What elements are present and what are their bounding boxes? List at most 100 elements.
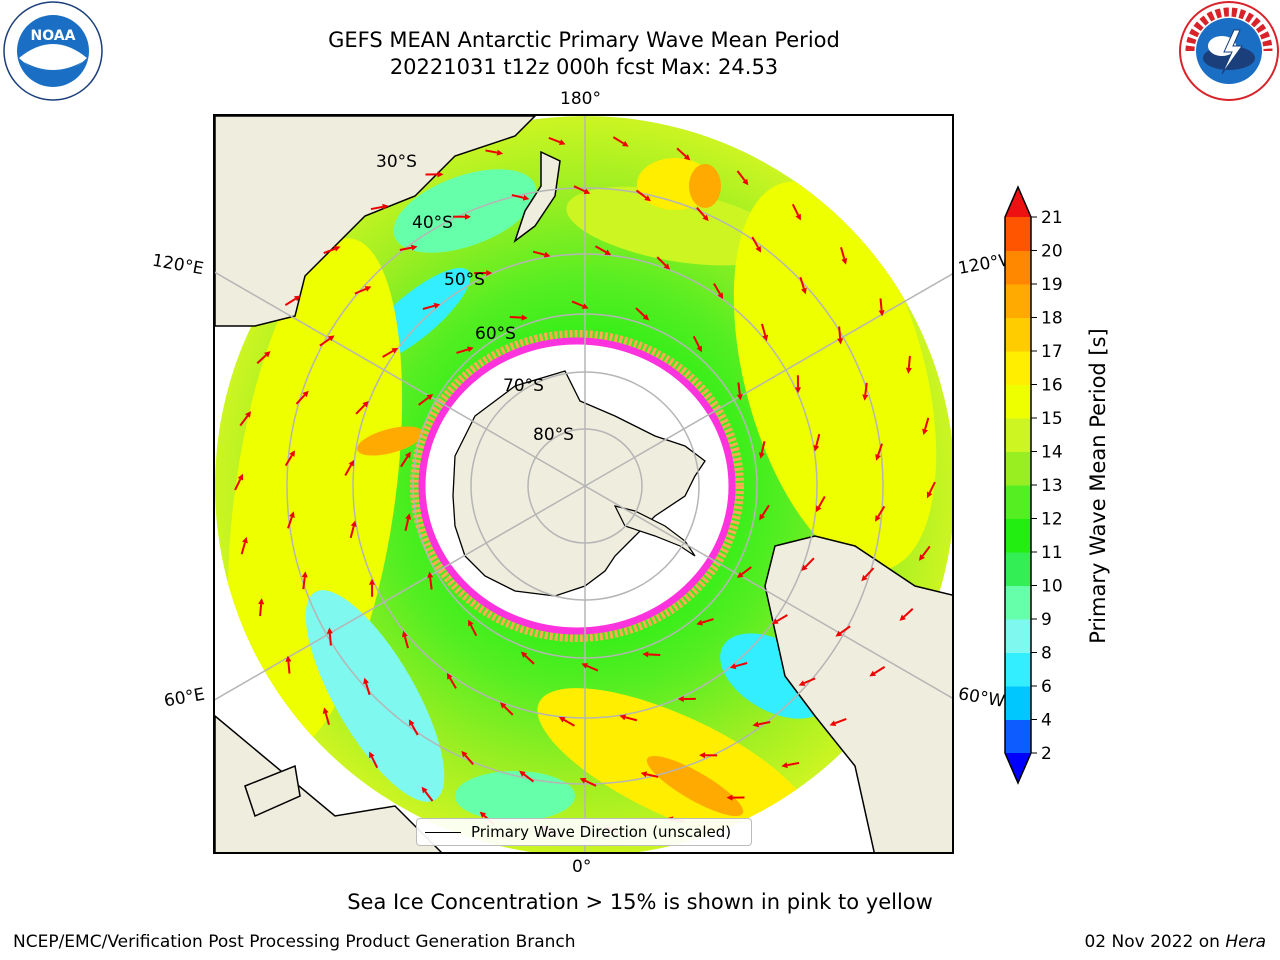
colorbar-tick-label: 6 — [1041, 677, 1052, 697]
land-madagascar — [244, 764, 301, 818]
wave-arrow-shaft — [701, 618, 714, 624]
colorbar-band — [1005, 485, 1031, 519]
wave-arrow-shaft — [523, 773, 535, 783]
colorbar-band — [1005, 619, 1031, 653]
wave-arrow-shaft — [573, 185, 586, 193]
wave-arrow-shaft — [284, 297, 297, 306]
wave-arrow-shaft — [511, 194, 524, 199]
colorbar-band — [1005, 250, 1031, 285]
lat-label-40s: 40°S — [412, 213, 453, 233]
colorbar-tick-label: 14 — [1041, 443, 1063, 463]
lat-label-70s: 70°S — [503, 376, 544, 396]
wave-arrow-shaft — [696, 206, 706, 218]
wave-arrow-head — [862, 394, 869, 401]
colorbar-band — [1005, 217, 1031, 251]
wave-arrow-shaft — [295, 394, 306, 405]
wave-arrow-head — [742, 178, 749, 186]
wave-arrow-shaft — [735, 662, 748, 668]
wave-arrow-head — [798, 680, 806, 686]
wave-arrow-head — [918, 554, 925, 561]
wave-arrow-shaft — [815, 433, 821, 446]
wave-arrow-head — [771, 618, 779, 625]
colorbar-tick-label: 8 — [1041, 644, 1052, 664]
wave-arrow-shaft — [563, 718, 575, 727]
wave-arrow-head — [521, 314, 528, 321]
wave-arrow-shaft — [921, 545, 931, 557]
colorbar-label: Primary Wave Mean Period [s] — [1086, 328, 1110, 644]
wave-arrow-head — [905, 367, 912, 374]
wave-arrow-head — [579, 778, 587, 784]
wave-arrow-shaft — [532, 250, 545, 256]
wave-arrow-head — [642, 651, 649, 658]
wave-arrow-shaft — [404, 518, 410, 531]
wave-arrow-shaft — [344, 464, 353, 476]
wave-arrow-shaft — [324, 712, 330, 725]
wave-arrow-shaft — [349, 526, 355, 539]
wave-arrow-head — [245, 411, 252, 418]
wave-arrow-shaft — [595, 245, 607, 254]
wave-arrow-head — [878, 310, 885, 317]
lon-label-60e: 60°E — [162, 684, 207, 712]
chart-subtitle: 20221031 t12z 000h fcst Max: 24.53 — [389, 55, 779, 79]
colorbar-tick-label: 19 — [1041, 275, 1063, 295]
wave-arrow-shaft — [924, 417, 930, 430]
colorbar-tick-label: 12 — [1041, 510, 1063, 530]
wave-arrow-shaft — [284, 454, 293, 467]
wave-arrow-head — [301, 571, 308, 578]
colorbar-tick-label: 16 — [1041, 376, 1063, 396]
wave-arrow-head — [801, 287, 807, 295]
wave-arrow-head — [242, 536, 248, 544]
wave-arrow-head — [433, 302, 441, 309]
wave-arrow-head — [683, 154, 691, 161]
sea-ice-note: Sea Ice Concentration > 15% is shown in … — [347, 890, 933, 914]
wave-arrow-head — [861, 574, 868, 582]
wave-arrow-shaft — [761, 323, 767, 336]
colorbar-tick-label: 18 — [1041, 309, 1063, 329]
lat-label-80s: 80°S — [533, 425, 574, 445]
meridian-line — [215, 273, 952, 701]
wave-arrow-shaft — [586, 664, 599, 672]
wave-arrow-shaft — [839, 625, 851, 635]
nws-logo — [1178, 0, 1280, 106]
colorbar-band — [1005, 384, 1031, 419]
wave-arrow-head — [696, 619, 703, 626]
wave-arrow-shaft — [840, 247, 846, 260]
wave-arrow-shaft — [429, 577, 433, 590]
wave-arrow-shaft — [751, 236, 759, 248]
wave-arrow-head — [499, 702, 507, 709]
wave-arrow-head — [426, 394, 434, 401]
wave-arrow-head — [401, 630, 408, 638]
noaa-logo-text: NOAA — [31, 28, 76, 44]
wave-arrow-shaft — [234, 478, 242, 491]
wave-arrow-shaft — [239, 415, 249, 427]
wave-arrow-shaft — [403, 636, 409, 649]
colorbar-band — [1005, 317, 1031, 352]
wave-arrow-shaft — [399, 246, 412, 251]
wave-arrow-head — [729, 663, 737, 670]
wave-arrow-shaft — [485, 149, 498, 154]
wave-arrow-head — [663, 263, 671, 270]
wave-arrow-shaft — [648, 653, 661, 657]
lon-label-0: 0° — [572, 857, 592, 877]
wave-arrow-head — [405, 451, 411, 459]
wave-arrow-head — [558, 716, 566, 723]
map-panel[interactable] — [213, 114, 954, 854]
wave-arrow-shaft — [456, 348, 469, 354]
wave-arrow-head — [333, 245, 341, 252]
wave-arrow-shaft — [676, 147, 687, 158]
wave-arrow-head — [427, 571, 434, 578]
wave-arrow-shaft — [355, 404, 366, 415]
wave-arrow-shaft — [259, 604, 263, 617]
wave-arrow-head — [813, 444, 820, 452]
wave-arrow-shaft — [864, 567, 875, 578]
wave-arrow-shaft — [877, 505, 886, 518]
wave-arrow-shaft — [737, 382, 741, 395]
wave-arrow-shaft — [776, 614, 788, 622]
wave-arrow-head — [759, 513, 765, 521]
wave-arrow-head — [558, 139, 566, 145]
lat-label-50s: 50°S — [444, 270, 485, 290]
wave-arrow-shaft — [834, 717, 847, 725]
wave-arrow-head — [368, 578, 375, 585]
wave-arrow-head — [583, 188, 591, 194]
wave-arrow-head — [795, 387, 802, 394]
